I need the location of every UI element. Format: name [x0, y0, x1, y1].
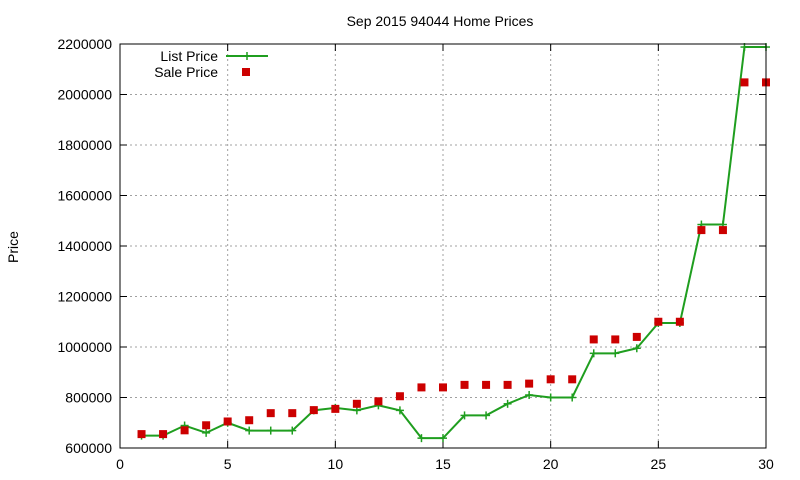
sale-price-point — [589, 335, 598, 344]
list-price-point — [611, 349, 620, 358]
y-tick-label: 2200000 — [57, 36, 112, 52]
y-tick-label: 1400000 — [57, 238, 112, 254]
x-tick-label: 5 — [224, 456, 232, 472]
list-price-point — [589, 349, 598, 358]
axis-ticks: 600000 800000 1000000 1200000 1400000 1600000… — [57, 36, 774, 472]
sale-price-point — [309, 406, 318, 415]
list-price-point — [202, 428, 211, 437]
plot-border — [119, 43, 767, 449]
x-tick-label: 20 — [543, 456, 559, 472]
x-tick-label: 30 — [758, 456, 774, 472]
sale-price-point — [223, 417, 232, 426]
y-tick-label: 800000 — [65, 390, 112, 406]
sale-price-point — [568, 375, 577, 384]
sale-price-point — [266, 409, 275, 418]
list-price-point — [266, 426, 275, 435]
sale-price-point — [740, 78, 749, 87]
sale-price-point — [159, 430, 168, 439]
list-price-point — [417, 434, 426, 443]
x-tick-label: 0 — [116, 456, 124, 472]
sale-price-point — [460, 380, 469, 389]
list-price-point — [245, 426, 254, 435]
list-price-point — [460, 411, 469, 420]
chart-title: Sep 2015 94044 Home Prices — [347, 13, 534, 29]
sale-price-point — [202, 421, 211, 430]
y-tick-label: 2000000 — [57, 87, 112, 103]
sale-price-point — [180, 426, 189, 435]
legend-label: List Price — [160, 48, 218, 64]
sale-price-point — [288, 409, 297, 418]
y-tick-label: 1800000 — [57, 137, 112, 153]
x-tick-label: 15 — [435, 456, 451, 472]
sale-price-point — [417, 383, 426, 392]
sale-price-point — [611, 335, 620, 344]
sale-price-point — [482, 380, 491, 389]
sale-price-point — [718, 226, 727, 235]
list-price-point — [568, 393, 577, 402]
sale-price-point — [395, 392, 404, 401]
y-tick-label: 600000 — [65, 440, 112, 456]
list-price-point — [546, 393, 555, 402]
sale-price-point — [654, 317, 663, 326]
sale-price-point — [331, 404, 340, 413]
y-tick-label: 1200000 — [57, 289, 112, 305]
sale-price-point — [675, 317, 684, 326]
list-price-point — [439, 434, 447, 443]
sale-price-point — [503, 380, 512, 389]
legend-label: Sale Price — [154, 64, 218, 80]
list-price-point — [288, 426, 297, 435]
sale-price-point — [374, 397, 383, 406]
sale-price-point — [632, 332, 641, 341]
list-price-point — [632, 344, 641, 353]
x-tick-label: 25 — [651, 456, 667, 472]
list-price-point — [525, 390, 534, 399]
legend-plus-marker — [243, 52, 251, 60]
sale-price-point — [697, 226, 706, 235]
sale-price-point — [137, 430, 146, 439]
y-tick-label: 1600000 — [57, 188, 112, 204]
list-price-point — [482, 411, 491, 420]
list-price-point — [503, 399, 512, 408]
legend-square-marker — [242, 68, 250, 76]
sale-price-point — [525, 379, 534, 388]
sale-price-point — [546, 375, 555, 384]
list-price-point — [395, 406, 404, 415]
x-tick-label: 10 — [328, 456, 344, 472]
sale-price-point — [352, 399, 361, 408]
sale-price-point — [439, 383, 447, 392]
sale-price-point — [245, 416, 254, 425]
y-axis-label: Price — [5, 231, 21, 263]
y-tick-label: 1000000 — [57, 339, 112, 355]
